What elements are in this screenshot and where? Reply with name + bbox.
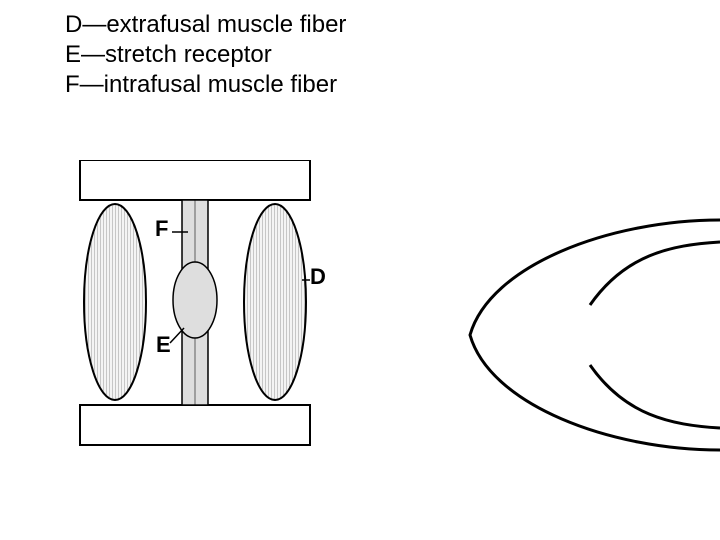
label-e: E	[156, 332, 171, 358]
legend-e: E—stretch receptor	[65, 40, 346, 70]
label-d: D	[310, 264, 326, 290]
cord-svg	[460, 210, 720, 460]
cord-ventral-curve	[590, 365, 720, 428]
muscle-spindle-diagram: F D E	[70, 160, 330, 460]
spinal-cord-outline	[460, 210, 720, 460]
cord-outer-outline	[470, 220, 720, 450]
extrafusal-fiber-left	[84, 204, 146, 400]
legend-d: D—extrafusal muscle fiber	[65, 10, 346, 40]
bottom-attachment-bar	[80, 405, 310, 445]
top-attachment-bar	[80, 160, 310, 200]
legend-block: D—extrafusal muscle fiber E—stretch rece…	[65, 10, 346, 100]
extrafusal-fiber-right	[244, 204, 306, 400]
label-f: F	[155, 216, 168, 242]
spindle-svg	[70, 160, 330, 460]
stretch-receptor	[173, 262, 217, 338]
legend-f: F—intrafusal muscle fiber	[65, 70, 346, 100]
cord-dorsal-curve	[590, 242, 720, 305]
